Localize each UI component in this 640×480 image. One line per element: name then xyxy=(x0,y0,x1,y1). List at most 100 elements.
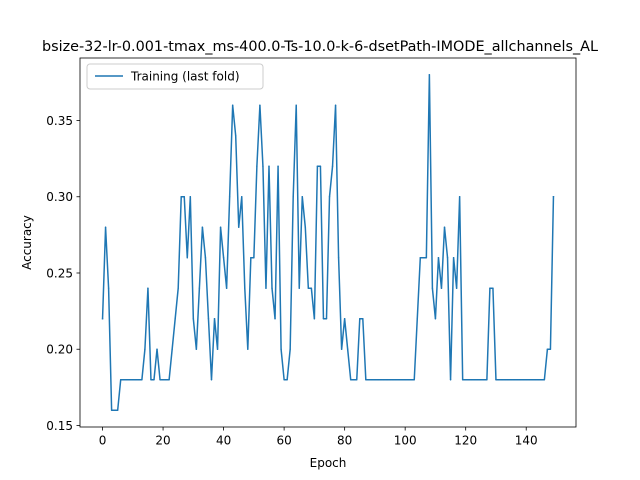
data-point xyxy=(277,165,279,167)
data-point xyxy=(171,348,173,350)
data-point xyxy=(168,379,170,381)
data-point xyxy=(162,379,164,381)
data-point xyxy=(346,348,349,350)
data-point xyxy=(383,379,385,381)
data-point xyxy=(413,379,415,381)
data-point xyxy=(528,379,530,381)
data-point xyxy=(156,348,158,350)
data-point xyxy=(289,348,291,350)
data-point xyxy=(455,287,458,289)
data-point xyxy=(377,379,379,381)
y-axis-ticks: 0.15 0.20 0.25 0.30 0.35 xyxy=(46,114,80,433)
data-point xyxy=(183,196,185,198)
data-point xyxy=(398,379,400,381)
data-point xyxy=(216,348,219,350)
data-point xyxy=(458,196,461,198)
data-point xyxy=(189,196,192,198)
data-point xyxy=(141,379,143,381)
data-point xyxy=(401,379,403,381)
data-point xyxy=(362,318,364,320)
data-point xyxy=(195,348,198,350)
data-point xyxy=(531,379,533,381)
data-point xyxy=(304,226,307,228)
data-point xyxy=(319,165,322,167)
data-point xyxy=(247,348,249,350)
data-point xyxy=(552,196,555,198)
data-point xyxy=(120,379,122,381)
data-point xyxy=(198,287,201,289)
data-point xyxy=(422,257,425,259)
data-point xyxy=(525,379,527,381)
data-point xyxy=(549,348,552,350)
data-point xyxy=(123,379,125,381)
y-tick-label: 0.20 xyxy=(46,343,73,357)
y-tick-label: 0.15 xyxy=(46,419,73,433)
data-point xyxy=(283,379,285,381)
data-point xyxy=(440,287,443,289)
data-point xyxy=(274,318,276,320)
data-point xyxy=(389,379,391,381)
data-point xyxy=(307,287,310,289)
x-axis-ticks: 0 20 40 60 80 100 120 140 xyxy=(99,427,538,448)
data-point xyxy=(495,379,497,381)
data-point xyxy=(353,379,355,381)
data-point xyxy=(328,196,331,198)
data-point xyxy=(150,379,152,381)
data-point xyxy=(516,379,518,381)
data-point xyxy=(268,165,270,167)
y-tick-label: 0.35 xyxy=(46,114,73,128)
data-point xyxy=(407,379,409,381)
data-point xyxy=(452,257,455,259)
data-point xyxy=(546,348,549,350)
data-point xyxy=(334,104,337,106)
data-point xyxy=(271,287,273,289)
data-point xyxy=(404,379,406,381)
data-point xyxy=(138,379,140,381)
data-point xyxy=(241,196,243,198)
data-point xyxy=(201,226,204,228)
data-point xyxy=(147,287,149,289)
plot-frame xyxy=(79,57,577,428)
data-point xyxy=(153,379,155,381)
legend: Training (last fold) xyxy=(86,63,264,90)
data-point xyxy=(298,287,300,289)
data-point xyxy=(543,379,546,381)
data-point xyxy=(486,379,488,381)
data-point xyxy=(110,409,113,411)
data-point xyxy=(204,257,207,259)
data-point xyxy=(253,257,255,259)
data-point xyxy=(316,165,319,167)
chart-title: bsize-32-lr-0.001-tmax_ms-400.0-Ts-10.0-… xyxy=(42,39,598,55)
data-point xyxy=(250,257,252,259)
data-point xyxy=(419,257,422,259)
data-point xyxy=(513,379,515,381)
data-point xyxy=(292,196,294,198)
data-point xyxy=(471,379,473,381)
data-point xyxy=(256,165,258,167)
data-point xyxy=(449,379,452,381)
x-tick-label: 20 xyxy=(155,434,170,448)
x-tick-label: 100 xyxy=(394,434,417,448)
data-point xyxy=(534,379,536,381)
data-point xyxy=(286,379,288,381)
data-point xyxy=(371,379,373,381)
data-point xyxy=(295,104,297,106)
data-point xyxy=(322,318,325,320)
data-point xyxy=(165,379,167,381)
data-point xyxy=(365,379,367,381)
data-point xyxy=(177,287,179,289)
data-point xyxy=(262,165,264,167)
data-point xyxy=(483,379,485,381)
data-point xyxy=(468,379,470,381)
data-point xyxy=(116,409,119,411)
x-tick-label: 40 xyxy=(216,434,231,448)
data-point xyxy=(416,318,418,320)
data-point xyxy=(380,379,382,381)
data-point xyxy=(310,287,313,289)
data-point xyxy=(129,379,131,381)
data-point xyxy=(331,165,334,167)
data-point xyxy=(144,348,146,350)
x-tick-label: 80 xyxy=(337,434,352,448)
legend-box xyxy=(86,63,264,90)
